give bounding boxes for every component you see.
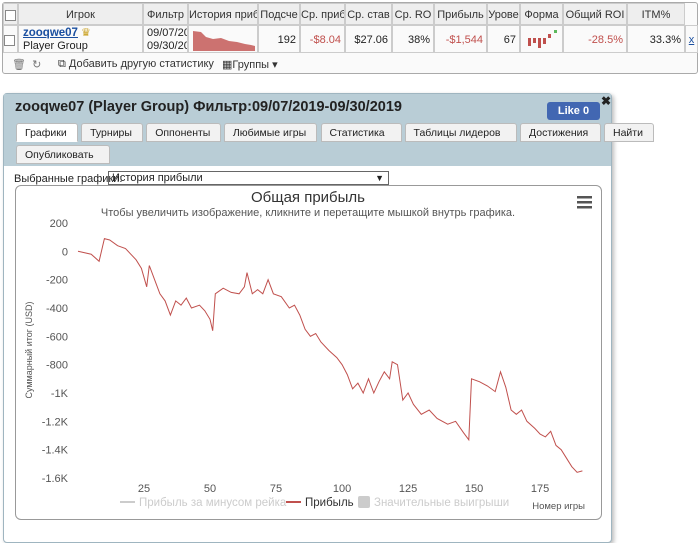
x-tick-label: 125 [399,483,417,495]
history-cell [188,25,258,53]
x-tick-label: 75 [270,483,282,495]
column-header[interactable]: Подсче [258,3,300,25]
add-stats-button[interactable]: ⧉ Добавить другую статистику [58,58,214,70]
player-group: Player Group [23,40,88,52]
avg-roi-cell: 38% [392,25,434,53]
column-header[interactable]: Урове [487,3,520,25]
column-header[interactable]: Ср. приб [300,3,345,25]
legend-item: Прибыль за минусом рейка [139,497,287,509]
chart-frame [15,185,602,520]
y-axis-label: Суммарный итог (USD) [24,301,34,398]
like-button[interactable]: Like 0 [547,102,600,120]
x-axis-label: Номер игры [532,501,585,512]
column-header[interactable]: ITM% [627,3,685,25]
y-tick-label: 200 [50,218,68,230]
legend-symbol [358,496,370,508]
count-cell: 192 [258,25,300,53]
column-header[interactable]: Ср. став [345,3,392,25]
dialog [3,93,612,543]
form-bars [528,30,557,48]
tab[interactable]: Любимые игры [223,123,318,142]
add-stats-label: Добавить другую статистику [68,58,214,70]
avg-stake-cell: $27.06 [345,25,392,53]
column-header[interactable]: Прибыль [434,3,487,25]
close-button[interactable]: ✖ [601,94,612,108]
y-tick-label: -1.6K [42,473,69,485]
sparkline [193,31,255,51]
form-cell [520,25,563,53]
dialog-title: zooqwe07 (Player Group) Фильтр:09/07/201… [15,99,402,115]
tab[interactable]: Опубликовать [16,145,110,164]
x-tick-label: 50 [204,483,216,495]
toolbar-icons[interactable]: 🗑 ↻ [12,59,42,71]
player-link[interactable]: zooqwe07 [23,27,78,39]
legend-item: Прибыль [305,497,354,509]
tab[interactable]: Графики [16,123,79,142]
total-roi-cell: -28.5% [563,25,627,53]
y-tick-label: -800 [46,360,68,372]
column-header[interactable]: Ср. RO [392,3,434,25]
y-tick-label: -1.4K [42,445,69,457]
x-tick-label: 150 [465,483,483,495]
column-header[interactable]: Игрок [18,3,143,25]
row-checkbox-cell[interactable] [3,25,18,53]
legend-item: Значительные выигрыши [374,497,509,509]
groups-button[interactable]: ▦Группы ▾ [222,59,278,71]
y-tick-label: -200 [46,275,68,287]
column-header[interactable]: Фильтр [143,3,188,25]
tab[interactable]: Достижения [520,123,601,142]
avg-profit-cell: -$8.04 [300,25,345,53]
x-tick-label: 175 [531,483,549,495]
player-cell: zooqwe07 ♛ Player Group [18,25,143,53]
selected-chart: История прибыли [112,172,203,184]
chart-select[interactable]: История прибыли ▼ [108,171,389,185]
tab[interactable]: Турниры [81,123,144,142]
profit-cell: -$1,544 [434,25,487,53]
filter-to: 09/30/20 [147,40,188,52]
filter-cell: 09/07/20 09/30/20 [143,25,188,53]
chart-title: Общая прибыль [251,189,365,206]
itm-cell: 33.3% [627,25,685,53]
y-tick-label: -400 [46,303,68,315]
column-header[interactable]: Форма [520,3,563,25]
x-tick-label: 25 [138,483,150,495]
profit-line [77,237,583,473]
menu-icon[interactable] [577,196,592,209]
column-header[interactable]: Общий ROI [563,3,627,25]
tab[interactable]: Статистика [320,123,402,142]
chart: Общая прибыль Чтобы увеличить изображени… [24,189,592,512]
groups-label: Группы [232,59,270,71]
tab[interactable]: Найти [604,123,654,142]
column-header[interactable]: История приб [188,3,258,25]
y-tick-label: -1K [51,388,69,400]
header-checkbox-cell[interactable] [3,3,18,25]
filter-from: 09/07/20 [147,27,188,39]
level-cell: 67 [487,25,520,53]
chart-subtitle: Чтобы увеличить изображение, кликните и … [101,207,515,219]
tab[interactable]: Таблицы лидеров [404,123,517,142]
selector-label: Выбранные графики: [14,173,123,185]
y-tick-label: -1.2K [42,416,69,428]
y-tick-label: -600 [46,331,68,343]
tab[interactable]: Оппоненты [146,123,221,142]
x-tick-label: 100 [333,483,351,495]
remove-link[interactable]: x [685,25,698,53]
y-tick-label: 0 [62,246,68,258]
